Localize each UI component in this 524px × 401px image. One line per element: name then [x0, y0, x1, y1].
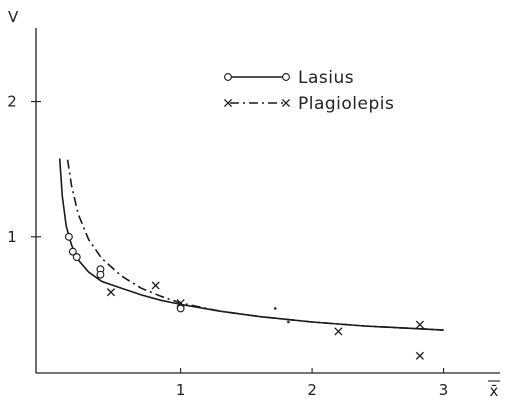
data-point-plagiolepis-5 — [415, 351, 424, 360]
x-tick-label-1: 1 — [176, 381, 186, 399]
data-point-lasius-1 — [68, 247, 77, 256]
series-line-lasius — [58, 158, 444, 331]
series-line-plagiolepis — [66, 159, 444, 331]
data-point-plagiolepis-0 — [106, 288, 115, 297]
legend-marker-start-lasius — [224, 73, 232, 81]
data-point-lasius-5 — [176, 304, 185, 313]
stray-mark-1 — [287, 320, 290, 324]
data-point-lasius-0 — [64, 232, 73, 241]
data-points — [64, 232, 424, 360]
legend-item-lasius: Lasius — [224, 68, 354, 88]
y-tick-label-1: 1 — [7, 228, 17, 246]
x-axis-label: x̄ — [490, 382, 499, 400]
y-axis-label: V — [8, 8, 19, 26]
legend: Lasius Plagiolepis — [223, 68, 394, 114]
legend-marker-end-plagiolepis — [281, 98, 291, 108]
legend-marker-end-lasius — [282, 73, 290, 81]
data-point-plagiolepis-1 — [151, 281, 160, 290]
y-tick-label-2: 2 — [7, 93, 17, 111]
legend-label-lasius: Lasius — [298, 68, 354, 88]
axis-ticks: 1 2 3 1 2 — [7, 93, 448, 399]
x-tick-label-3: 3 — [439, 381, 449, 399]
x-tick-label-2: 2 — [307, 381, 317, 399]
data-point-lasius-2 — [72, 253, 81, 262]
stray-mark-0 — [273, 307, 277, 310]
data-point-plagiolepis-3 — [334, 327, 343, 336]
data-point-plagiolepis-4 — [415, 320, 424, 329]
legend-marker-start-plagiolepis — [223, 98, 233, 108]
series-curves — [58, 158, 444, 331]
data-point-plagiolepis-2 — [176, 298, 185, 308]
data-point-lasius-4 — [96, 270, 105, 279]
legend-item-plagiolepis: Plagiolepis — [223, 94, 394, 114]
legend-label-plagiolepis: Plagiolepis — [298, 94, 394, 114]
